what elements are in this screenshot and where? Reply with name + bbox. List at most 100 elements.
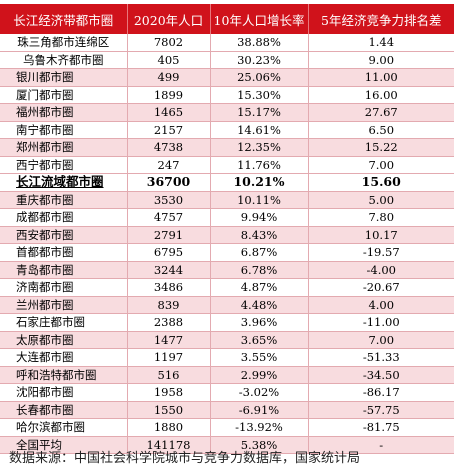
metro-area-cell: 厦门都市圈 (0, 86, 128, 104)
population-cell: 141178 (127, 436, 211, 454)
population-cell: 499 (127, 68, 211, 87)
metro-area-cell: 长春都市圈 (0, 401, 128, 419)
header-population-2020: 2020年人口 (127, 4, 211, 34)
metro-area-table: 长江经济带都市圈 2020年人口 10年人口增长率 5年经济竞争力排名差 珠三角… (0, 4, 454, 454)
growth-rate-cell: 14.61% (210, 121, 309, 139)
rank-diff-cell: -34.50 (308, 366, 454, 384)
growth-rate-cell: 12.35% (210, 138, 309, 157)
metro-area-cell: 南宁都市圈 (0, 121, 128, 139)
growth-rate-cell: 38.88% (210, 34, 309, 52)
growth-rate-cell: 3.65% (210, 331, 309, 349)
metro-area-cell: 兰州都市圈 (0, 296, 128, 314)
table-body: 珠三角都市连绵区 7802 38.88% 1.44 乌鲁木齐都市圈 405 30.23% 9.… (0, 34, 454, 454)
metro-area-cell: 大连都市圈 (0, 348, 128, 367)
population-cell: 2157 (127, 121, 211, 139)
table-row: 哈尔滨都市圈 1880 -13.92% -81.75 (0, 418, 454, 437)
population-cell: 1899 (127, 86, 211, 104)
metro-area-cell: 石家庄都市圈 (0, 313, 128, 332)
population-cell: 7802 (127, 34, 211, 52)
metro-area-cell: 青岛都市圈 (0, 261, 128, 279)
rank-diff-cell: 1.44 (308, 34, 454, 52)
population-cell: 516 (127, 366, 211, 384)
population-cell: 3530 (127, 191, 211, 209)
population-cell: 1958 (127, 383, 211, 402)
table-row: 西宁都市圈 247 11.76% 7.00 (0, 156, 454, 174)
metro-area-cell: 全国平均 (0, 436, 128, 454)
population-cell: 1465 (127, 103, 211, 122)
population-cell: 4757 (127, 208, 211, 227)
metro-area-cell: 重庆都市圈 (0, 191, 128, 209)
growth-rate-cell: -3.02% (210, 383, 309, 402)
population-cell: 405 (127, 51, 211, 69)
table-row: 厦门都市圈 1899 15.30% 16.00 (0, 86, 454, 104)
growth-rate-cell: -13.92% (210, 418, 309, 437)
population-cell: 6795 (127, 243, 211, 262)
table-row: 重庆都市圈 3530 10.11% 5.00 (0, 191, 454, 209)
rank-diff-cell: -19.57 (308, 243, 454, 262)
rank-diff-cell: -57.75 (308, 401, 454, 419)
rank-diff-cell: 15.60 (308, 173, 454, 192)
table-row: 郑州都市圈 4738 12.35% 15.22 (0, 138, 454, 157)
growth-rate-cell: 15.17% (210, 103, 309, 122)
growth-rate-cell: 11.76% (210, 156, 309, 174)
rank-diff-cell: -81.75 (308, 418, 454, 437)
table-row: 沈阳都市圈 1958 -3.02% -86.17 (0, 383, 454, 402)
table-row: 石家庄都市圈 2388 3.96% -11.00 (0, 313, 454, 332)
growth-rate-cell: 5.38% (210, 436, 309, 454)
rank-diff-cell: -51.33 (308, 348, 454, 367)
growth-rate-cell: -6.91% (210, 401, 309, 419)
growth-rate-cell: 10.11% (210, 191, 309, 209)
table-row: 兰州都市圈 839 4.48% 4.00 (0, 296, 454, 314)
rank-diff-cell: - (308, 436, 454, 454)
rank-diff-cell: -20.67 (308, 278, 454, 297)
rank-diff-cell: 4.00 (308, 296, 454, 314)
metro-area-cell: 长江流域都市圈 (0, 173, 128, 192)
rank-diff-cell: 7.00 (308, 156, 454, 174)
table-row: 南宁都市圈 2157 14.61% 6.50 (0, 121, 454, 139)
header-rank-diff-5yr: 5年经济竞争力排名差 (308, 4, 454, 34)
table-row: 长江流域都市圈 36700 10.21% 15.60 (0, 173, 454, 192)
population-cell: 247 (127, 156, 211, 174)
population-cell: 1550 (127, 401, 211, 419)
growth-rate-cell: 10.21% (210, 173, 309, 192)
growth-rate-cell: 3.55% (210, 348, 309, 367)
growth-rate-cell: 4.87% (210, 278, 309, 297)
table-row: 福州都市圈 1465 15.17% 27.67 (0, 103, 454, 122)
growth-rate-cell: 6.78% (210, 261, 309, 279)
growth-rate-cell: 2.99% (210, 366, 309, 384)
population-cell: 839 (127, 296, 211, 314)
growth-rate-cell: 15.30% (210, 86, 309, 104)
growth-rate-cell: 9.94% (210, 208, 309, 227)
metro-area-cell: 成都都市圈 (0, 208, 128, 227)
growth-rate-cell: 4.48% (210, 296, 309, 314)
metro-area-cell: 沈阳都市圈 (0, 383, 128, 402)
metro-area-cell: 首都都市圈 (0, 243, 128, 262)
rank-diff-cell: 5.00 (308, 191, 454, 209)
rank-diff-cell: 9.00 (308, 51, 454, 69)
header-metro-area: 长江经济带都市圈 (0, 4, 128, 34)
population-cell: 3244 (127, 261, 211, 279)
rank-diff-cell: 6.50 (308, 121, 454, 139)
population-cell: 3486 (127, 278, 211, 297)
metro-area-cell: 济南都市圈 (0, 278, 128, 297)
table-row: 太原都市圈 1477 3.65% 7.00 (0, 331, 454, 349)
data-source-note: 数据来源：中国社会科学院城市与竞争力数据库，国家统计局 (9, 451, 361, 466)
metro-area-cell: 珠三角都市连绵区 (0, 34, 128, 52)
table-row: 珠三角都市连绵区 7802 38.88% 1.44 (0, 34, 454, 52)
rank-diff-cell: 27.67 (308, 103, 454, 122)
table-row: 西安都市圈 2791 8.43% 10.17 (0, 226, 454, 244)
rank-diff-cell: -11.00 (308, 313, 454, 332)
rank-diff-cell: 16.00 (308, 86, 454, 104)
rank-diff-cell: 7.80 (308, 208, 454, 227)
metro-area-cell: 西安都市圈 (0, 226, 128, 244)
table-row: 首都都市圈 6795 6.87% -19.57 (0, 243, 454, 262)
population-cell: 4738 (127, 138, 211, 157)
growth-rate-cell: 25.06% (210, 68, 309, 87)
header-growth-10yr: 10年人口增长率 (210, 4, 309, 34)
rank-diff-cell: 11.00 (308, 68, 454, 87)
metro-area-cell: 哈尔滨都市圈 (0, 418, 128, 437)
population-cell: 1477 (127, 331, 211, 349)
table-row: 呼和浩特都市圈 516 2.99% -34.50 (0, 366, 454, 384)
rank-diff-cell: 15.22 (308, 138, 454, 157)
